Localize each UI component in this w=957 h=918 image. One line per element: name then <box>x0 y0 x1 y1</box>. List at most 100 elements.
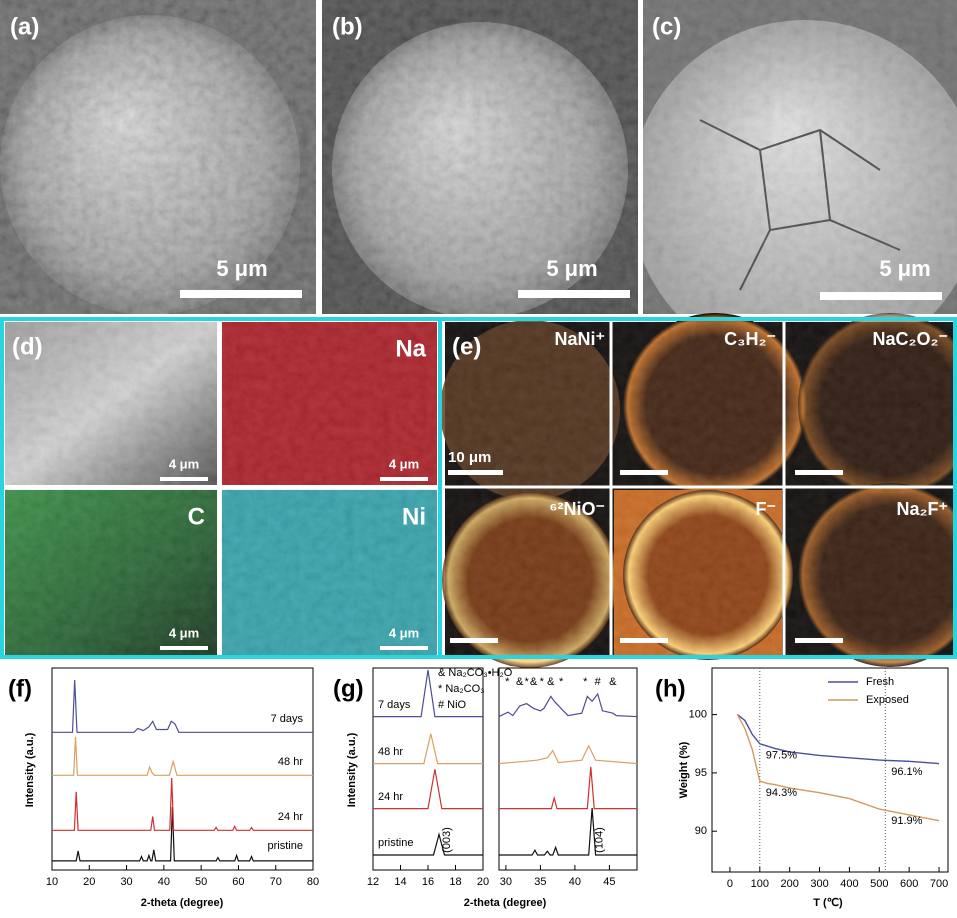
scale-label: 5 μm <box>879 256 930 281</box>
scale-bar <box>795 638 843 643</box>
scale-bar <box>160 646 208 650</box>
series-label: 48 hr <box>378 746 403 758</box>
y-axis-title: Weight (%) <box>678 741 690 798</box>
peak-mark: & <box>547 676 555 688</box>
peak-mark: & <box>530 676 538 688</box>
spectrum-line <box>373 832 483 856</box>
scale-label: 5 μm <box>546 256 597 281</box>
scale-bar <box>820 292 942 300</box>
spectrum-line <box>498 744 638 765</box>
scale-bar <box>160 477 208 481</box>
spectrum-line <box>52 679 313 733</box>
series-label: 48 hr <box>278 756 303 768</box>
scale-label: 4 μm <box>169 625 199 640</box>
x-tick-label: 80 <box>307 876 319 888</box>
x-tick-label: 40 <box>158 876 170 888</box>
scale-bar <box>795 470 843 475</box>
panel-label: (f) <box>8 675 32 702</box>
spectrum-line <box>373 669 483 718</box>
legend-label: Fresh <box>866 676 894 688</box>
element-label: Ni <box>402 503 426 530</box>
peak-mark: # <box>595 676 602 688</box>
panel-label: (b) <box>332 13 363 40</box>
data-label: 91.9% <box>891 815 922 827</box>
data-label: 97.5% <box>766 750 797 762</box>
sem-image <box>643 0 957 314</box>
panel-label: (c) <box>652 13 681 40</box>
y-tick-label: 90 <box>695 825 707 837</box>
ion-label: F⁻ <box>756 499 777 519</box>
legend-note: * Na₂CO₃ <box>438 683 485 695</box>
spectrum-line <box>52 806 313 862</box>
peak-mark: * <box>559 676 564 688</box>
legend-note: # NiO <box>438 699 467 711</box>
x-tick-label: 600 <box>900 878 918 890</box>
plot-frame <box>498 667 638 871</box>
y-tick-label: 100 <box>689 709 707 721</box>
peak-mark: * <box>583 676 588 688</box>
x-tick-label: 0 <box>727 878 733 890</box>
scale-label: 4 μm <box>389 456 419 471</box>
x-tick-label: 200 <box>780 878 798 890</box>
ion-label: Na₂F⁺ <box>896 499 948 519</box>
legend-label: Exposed <box>866 694 909 706</box>
scale-label: 5 μm <box>216 256 267 281</box>
x-tick-label: 300 <box>810 878 828 890</box>
scale-bar <box>450 638 498 643</box>
series-label: 7 days <box>271 713 304 725</box>
x-tick-label: 10 <box>46 876 58 888</box>
ion-label: NaC₂O₂⁻ <box>872 329 948 349</box>
ion-label: C₃H₂⁻ <box>724 329 776 349</box>
x-tick-label: 12 <box>367 876 379 888</box>
series-label: pristine <box>268 840 303 852</box>
spectrum-line <box>499 766 637 810</box>
peak-mark: * <box>524 676 529 688</box>
x-axis-title: T (℃) <box>813 897 843 909</box>
x-tick-label: 14 <box>394 876 406 888</box>
panel-label: (a) <box>10 13 39 40</box>
x-axis-title: 2-theta (degree) <box>464 897 547 909</box>
x-tick-label: 20 <box>83 876 95 888</box>
panel-label: (d) <box>12 333 43 360</box>
legend-note: & Na₂CO₃•H₂O <box>438 667 513 679</box>
scale-bar <box>620 470 668 475</box>
element-label: C <box>188 503 205 530</box>
x-tick-label: 35 <box>534 876 546 888</box>
x-tick-label: 50 <box>195 876 207 888</box>
scale-bar <box>380 646 428 650</box>
series-label: 24 hr <box>378 791 403 803</box>
series-label: 24 hr <box>278 811 303 823</box>
highlight-frame <box>0 317 957 659</box>
series-line <box>736 714 940 765</box>
x-tick-label: 700 <box>930 878 948 890</box>
scale-bar <box>448 470 503 475</box>
scale-bar <box>180 290 302 298</box>
spectrum-line <box>373 733 483 765</box>
plot-frame <box>711 667 949 873</box>
spectrum-line <box>52 777 313 831</box>
peak-index: (003) <box>441 827 453 853</box>
y-axis-title: Intensity (a.u.) <box>24 732 36 807</box>
x-tick-label: 20 <box>477 876 489 888</box>
x-tick-label: 45 <box>603 876 615 888</box>
data-label: 94.3% <box>766 787 797 799</box>
spectrum-line <box>373 769 483 810</box>
scale-label: 10 μm <box>448 449 491 466</box>
data-label: 96.1% <box>891 766 922 778</box>
scale-bar <box>620 638 668 643</box>
ion-label: ⁶²NiO⁻ <box>549 499 605 519</box>
series-line <box>736 714 940 822</box>
texture <box>322 0 638 314</box>
x-axis-title: 2-theta (degree) <box>141 897 224 909</box>
peak-index: (104) <box>594 827 606 853</box>
texture <box>643 0 957 314</box>
peak-mark: * <box>540 676 545 688</box>
x-tick-label: 100 <box>751 878 769 890</box>
x-tick-label: 60 <box>232 876 244 888</box>
panel-label: (e) <box>452 333 481 360</box>
x-tick-label: 30 <box>120 876 132 888</box>
peak-mark: & <box>609 676 617 688</box>
x-tick-label: 40 <box>569 876 581 888</box>
